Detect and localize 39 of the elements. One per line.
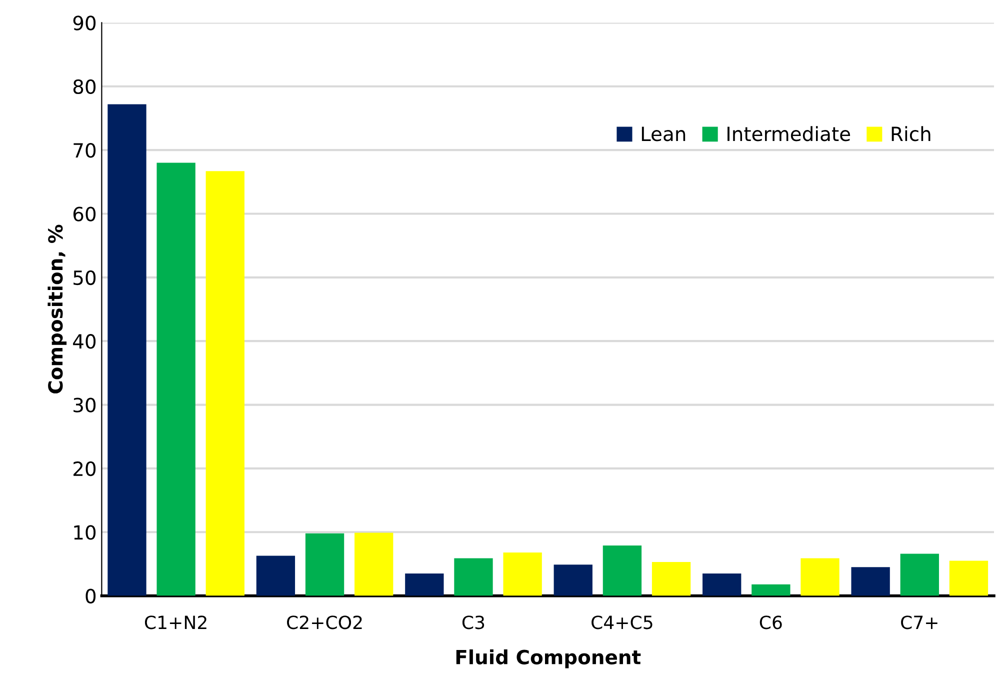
bar [305, 533, 344, 596]
y-tick-label: 20 [74, 461, 96, 476]
y-tick-label: 0 [86, 588, 96, 604]
bar [108, 104, 146, 596]
bar [752, 584, 790, 596]
legend-label: Lean [642, 126, 686, 142]
bar [156, 162, 196, 596]
y-tick-label: 30 [74, 398, 96, 412]
legend-label: Rich [892, 126, 930, 142]
bar [256, 556, 296, 596]
y-axis-title: Composition, % [48, 224, 67, 394]
y-tick-label: 90 [73, 16, 96, 30]
bar [405, 574, 444, 596]
y-tick-label: 50 [74, 270, 96, 286]
y-tick-label: 40 [73, 334, 96, 349]
bar [602, 546, 642, 596]
y-tick-label: 70 [74, 143, 96, 158]
x-tick-label: C3 [462, 616, 484, 630]
bar [354, 532, 394, 596]
x-tick-label: C4+C5 [592, 616, 652, 630]
y-tick-label: 10 [74, 525, 96, 540]
x-axis-title: Fluid Component [456, 649, 641, 668]
x-tick-label: C7+ [901, 616, 938, 630]
legend-label: Intermediate [728, 126, 850, 142]
x-tick-label: C2+CO2 [287, 616, 362, 630]
bar [702, 574, 742, 596]
bar [206, 171, 244, 596]
y-tick-label: 60 [73, 206, 96, 222]
bar [949, 560, 988, 596]
x-tick-label: C6 [760, 616, 782, 630]
bar [503, 552, 542, 596]
bar [652, 562, 691, 596]
bar [851, 567, 890, 596]
bar [454, 558, 493, 596]
bar [800, 558, 840, 596]
bar [554, 564, 592, 596]
y-tick-label: 80 [73, 79, 96, 94]
bar [900, 554, 939, 596]
x-tick-label: C1+N2 [144, 616, 206, 630]
